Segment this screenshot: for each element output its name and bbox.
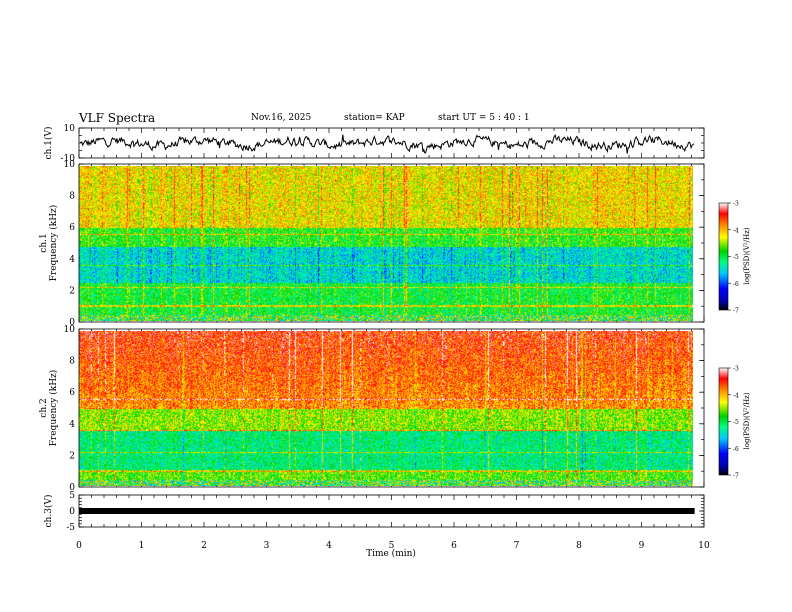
ch3-ytick-label: 0 — [69, 507, 75, 517]
ch1-colorbar — [718, 202, 729, 311]
ch2-spectrogram-frame — [78, 328, 705, 488]
colorbar-tick-label: -4 — [733, 392, 739, 399]
colorbar-tick-label: -5 — [733, 419, 739, 426]
ch1-ytick-label: 10 — [64, 124, 76, 134]
colorbar-tick-label: -6 — [733, 446, 739, 453]
ch3-signal-band — [79, 508, 695, 514]
x-tick-label: 3 — [264, 541, 270, 551]
ch1-ylabel: ch.1(V) — [43, 127, 54, 160]
x-axis-label: Time (min) — [366, 548, 416, 559]
ch1-spec-ytick-label: 2 — [69, 286, 75, 296]
colorbar-tick-label: -5 — [733, 254, 739, 261]
ch1-spectrogram-frame — [78, 163, 705, 323]
date-label: Nov.16, 2025 — [251, 113, 312, 123]
ch1-spec-ytick-label: 4 — [69, 255, 75, 265]
ch2-spec-ytick-label: 10 — [64, 325, 76, 335]
ch1-ytick-label: -10 — [61, 154, 76, 164]
ch1-spec-ytick-label: 10 — [64, 160, 76, 170]
ch1-spec-ytick-label: 0 — [69, 318, 75, 328]
x-tick-label: 0 — [76, 541, 82, 551]
ch3-ytick-label: -5 — [66, 523, 75, 533]
ch2-spectrogram-image — [79, 331, 693, 486]
ch3-signal-frame — [78, 494, 705, 528]
colorbar-tick-label: -3 — [733, 201, 739, 208]
ch1-spec-ytick-label: 8 — [69, 192, 75, 202]
colorbar-tick-label: -3 — [733, 366, 739, 373]
ch1-spec-ylabel: Frequency (kHz) — [48, 205, 59, 282]
ch1-waveform-frame — [78, 127, 705, 159]
ch2-colorbar — [718, 367, 729, 476]
x-tick-label: 6 — [451, 541, 457, 551]
ch2-spec-ytick-label: 6 — [69, 388, 75, 398]
ch1-waveform-line — [79, 134, 695, 154]
colorbar-tick-label: -7 — [733, 473, 739, 480]
ch2-spec-ytick-label: 4 — [69, 420, 75, 430]
station-label: station= KAP — [344, 113, 405, 123]
x-tick-label: 8 — [576, 541, 582, 551]
ch2-spec-ytick-label: 2 — [69, 451, 75, 461]
colorbar-tick-label: -4 — [733, 227, 739, 234]
x-tick-label: 7 — [514, 541, 520, 551]
ch3-ytick-label: 5 — [69, 491, 75, 501]
x-tick-label: 2 — [201, 541, 207, 551]
x-tick-label: 5 — [389, 541, 395, 551]
x-tick-label: 4 — [326, 541, 332, 551]
colorbar-tick-label: -6 — [733, 281, 739, 288]
ch2-spec-title: ch.2 — [39, 398, 49, 417]
start-time-label: start UT = 5 : 40 : 1 — [438, 113, 530, 123]
ch3-ylabel: ch.3(V) — [43, 495, 54, 528]
x-tick-label: 1 — [139, 541, 145, 551]
ch1-spec-title: ch.1 — [39, 233, 49, 252]
x-tick-label: 10 — [698, 541, 710, 551]
ch2-spec-ylabel: Frequency (kHz) — [48, 370, 59, 447]
ch2-spec-ytick-label: 0 — [69, 483, 75, 493]
ch1-spectrogram-image — [79, 166, 693, 321]
x-tick-label: 9 — [639, 541, 645, 551]
ch2-colorbar-label: log(PSD)(V²/Hz) — [743, 392, 751, 449]
ch1-spec-ytick-label: 6 — [69, 223, 75, 233]
figure-title: VLF Spectra — [79, 111, 156, 125]
ch1-colorbar-label: log(PSD)(V²/Hz) — [743, 227, 751, 284]
colorbar-tick-label: -7 — [733, 308, 739, 315]
ch2-spec-ytick-label: 8 — [69, 357, 75, 367]
